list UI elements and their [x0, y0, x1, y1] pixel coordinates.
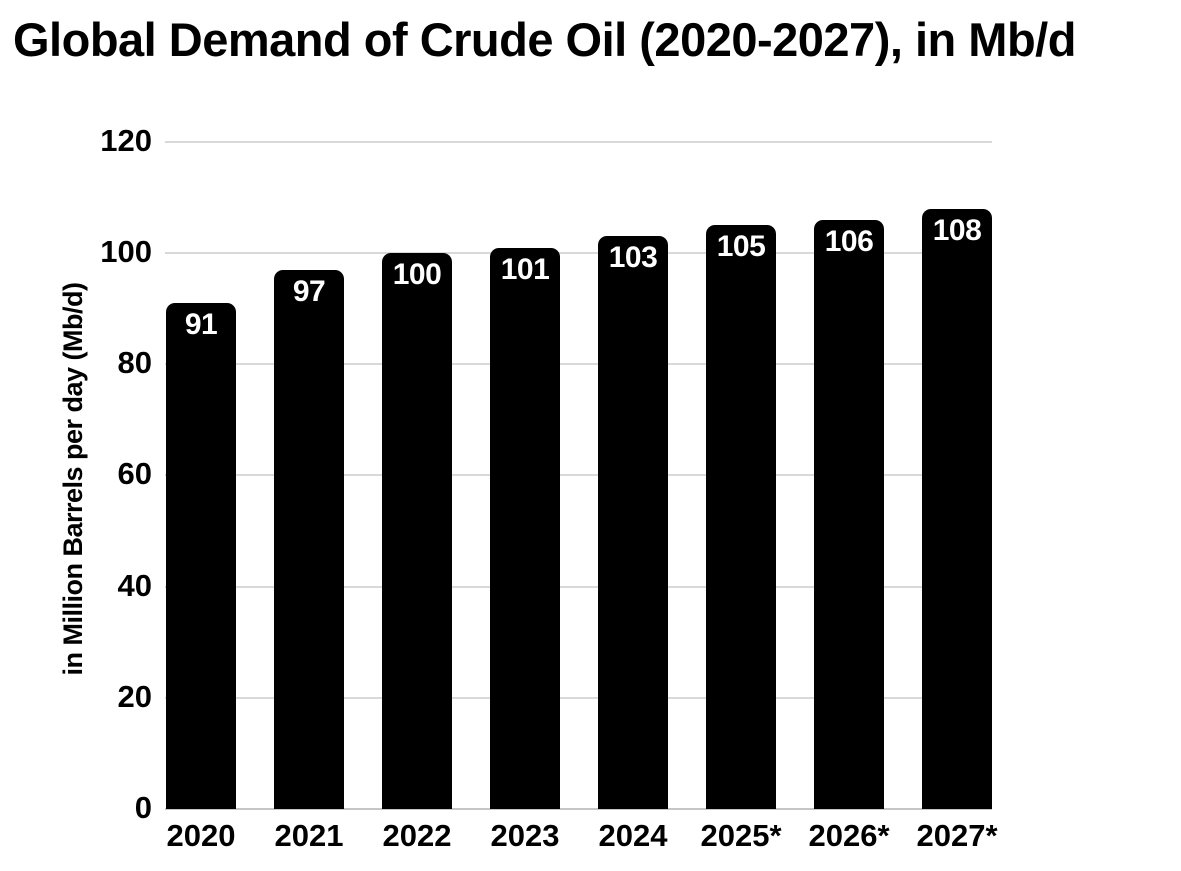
gridline [165, 474, 992, 476]
gridline [165, 586, 992, 588]
bar-2020: 91 [166, 303, 236, 809]
x-tick-label: 2023 [490, 818, 560, 853]
y-tick-label: 40 [117, 568, 152, 603]
bar-value-label: 97 [292, 275, 326, 308]
bar-2022: 100 [382, 253, 452, 809]
y-tick-label: 100 [100, 234, 152, 269]
x-tick-label: 2026* [808, 818, 890, 853]
bar-2025: 105 [706, 225, 776, 809]
bar-2027: 108 [922, 209, 992, 809]
x-tick-label: 2021 [274, 818, 344, 853]
bar-value-label: 101 [500, 253, 550, 286]
bar-value-label: 100 [392, 258, 442, 291]
x-tick-label: 2022 [382, 818, 452, 853]
y-tick-label: 20 [117, 679, 152, 714]
bar-value-label: 103 [608, 241, 658, 274]
chart-title: Global Demand of Crude Oil (2020-2027), … [13, 13, 1076, 66]
bar-2021: 97 [274, 270, 344, 809]
bar-2024: 103 [598, 236, 668, 809]
gridline [165, 363, 992, 365]
x-axis-line [165, 808, 992, 810]
x-tick-label: 2027* [916, 818, 998, 853]
bar-value-label: 105 [716, 230, 766, 263]
gridline [165, 252, 992, 254]
y-tick-label: 120 [100, 123, 152, 158]
gridline [165, 141, 992, 143]
x-tick-label: 2020 [166, 818, 236, 853]
x-tick-label: 2024 [598, 818, 668, 853]
x-tick-label: 2025* [700, 818, 782, 853]
y-tick-label: 80 [117, 345, 152, 380]
bar-value-label: 106 [824, 225, 874, 258]
bar-value-label: 108 [932, 214, 982, 247]
gridline [165, 697, 992, 699]
bar-2026: 106 [814, 220, 884, 809]
y-tick-label: 60 [117, 456, 152, 491]
bar-value-label: 91 [184, 308, 218, 341]
bar-2023: 101 [490, 248, 560, 809]
y-tick-label: 0 [134, 790, 152, 825]
